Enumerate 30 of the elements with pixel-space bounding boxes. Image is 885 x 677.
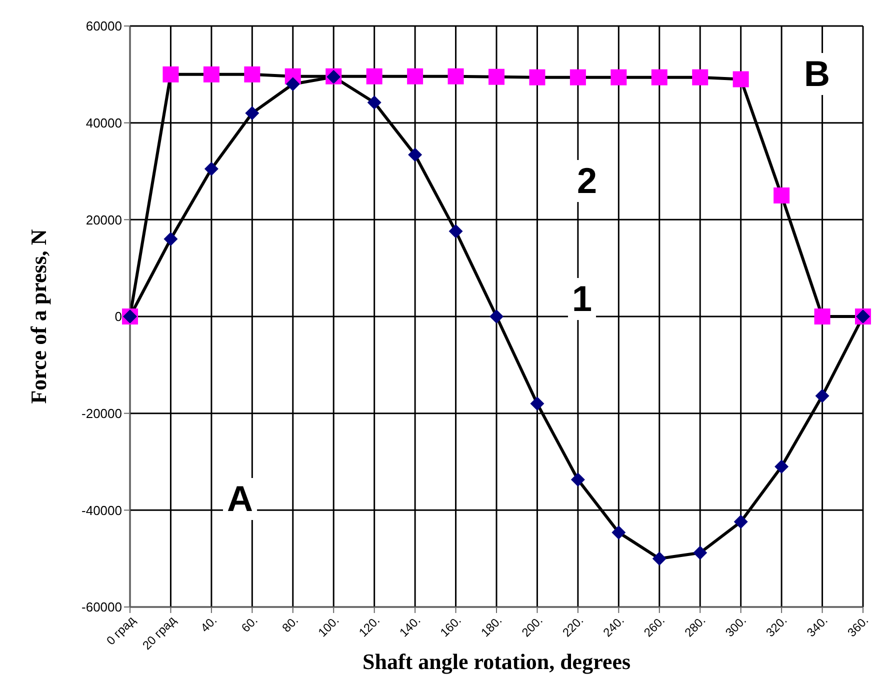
y-tick-label: 60000 [86, 18, 122, 34]
x-tick-label: 320. [763, 613, 790, 640]
x-tick-label: 200. [518, 613, 546, 640]
x-tick-label: 240. [600, 613, 627, 640]
x-tick-label: 140. [396, 613, 424, 640]
x-tick-label: 80. [279, 613, 302, 635]
x-tick-label: 100. [315, 613, 342, 640]
y-tick-label: 20000 [86, 212, 122, 228]
x-tick-label: 60. [238, 613, 260, 635]
y-tick-label: 40000 [86, 115, 122, 130]
y-tick-label: -40000 [82, 502, 122, 518]
x-tick-label: 40. [198, 613, 220, 635]
x-tick-label: 260. [641, 613, 668, 640]
x-tick-label: 160. [438, 613, 464, 640]
x-tick-label: 360. [844, 613, 872, 640]
y-axis-title: Force of a press, N [26, 229, 51, 404]
x-tick-label: 300. [722, 613, 749, 640]
y-tick-label: -60000 [82, 600, 122, 615]
annotation: A [223, 478, 257, 520]
y-tick-label: -20000 [82, 406, 122, 421]
x-tick-label: 340. [804, 613, 830, 640]
x-axis-title: Shaft angle rotation, degrees [362, 649, 631, 674]
x-tick-label: 280. [682, 613, 708, 640]
annotation: 1 [568, 278, 596, 320]
y-tick-label: 0 [114, 309, 122, 324]
annotation: B [800, 53, 834, 95]
annotation: 2 [573, 160, 602, 202]
x-tick-label: 220. [560, 613, 586, 640]
x-tick-label: 120. [356, 613, 382, 640]
x-tick-label: 180. [478, 613, 505, 640]
